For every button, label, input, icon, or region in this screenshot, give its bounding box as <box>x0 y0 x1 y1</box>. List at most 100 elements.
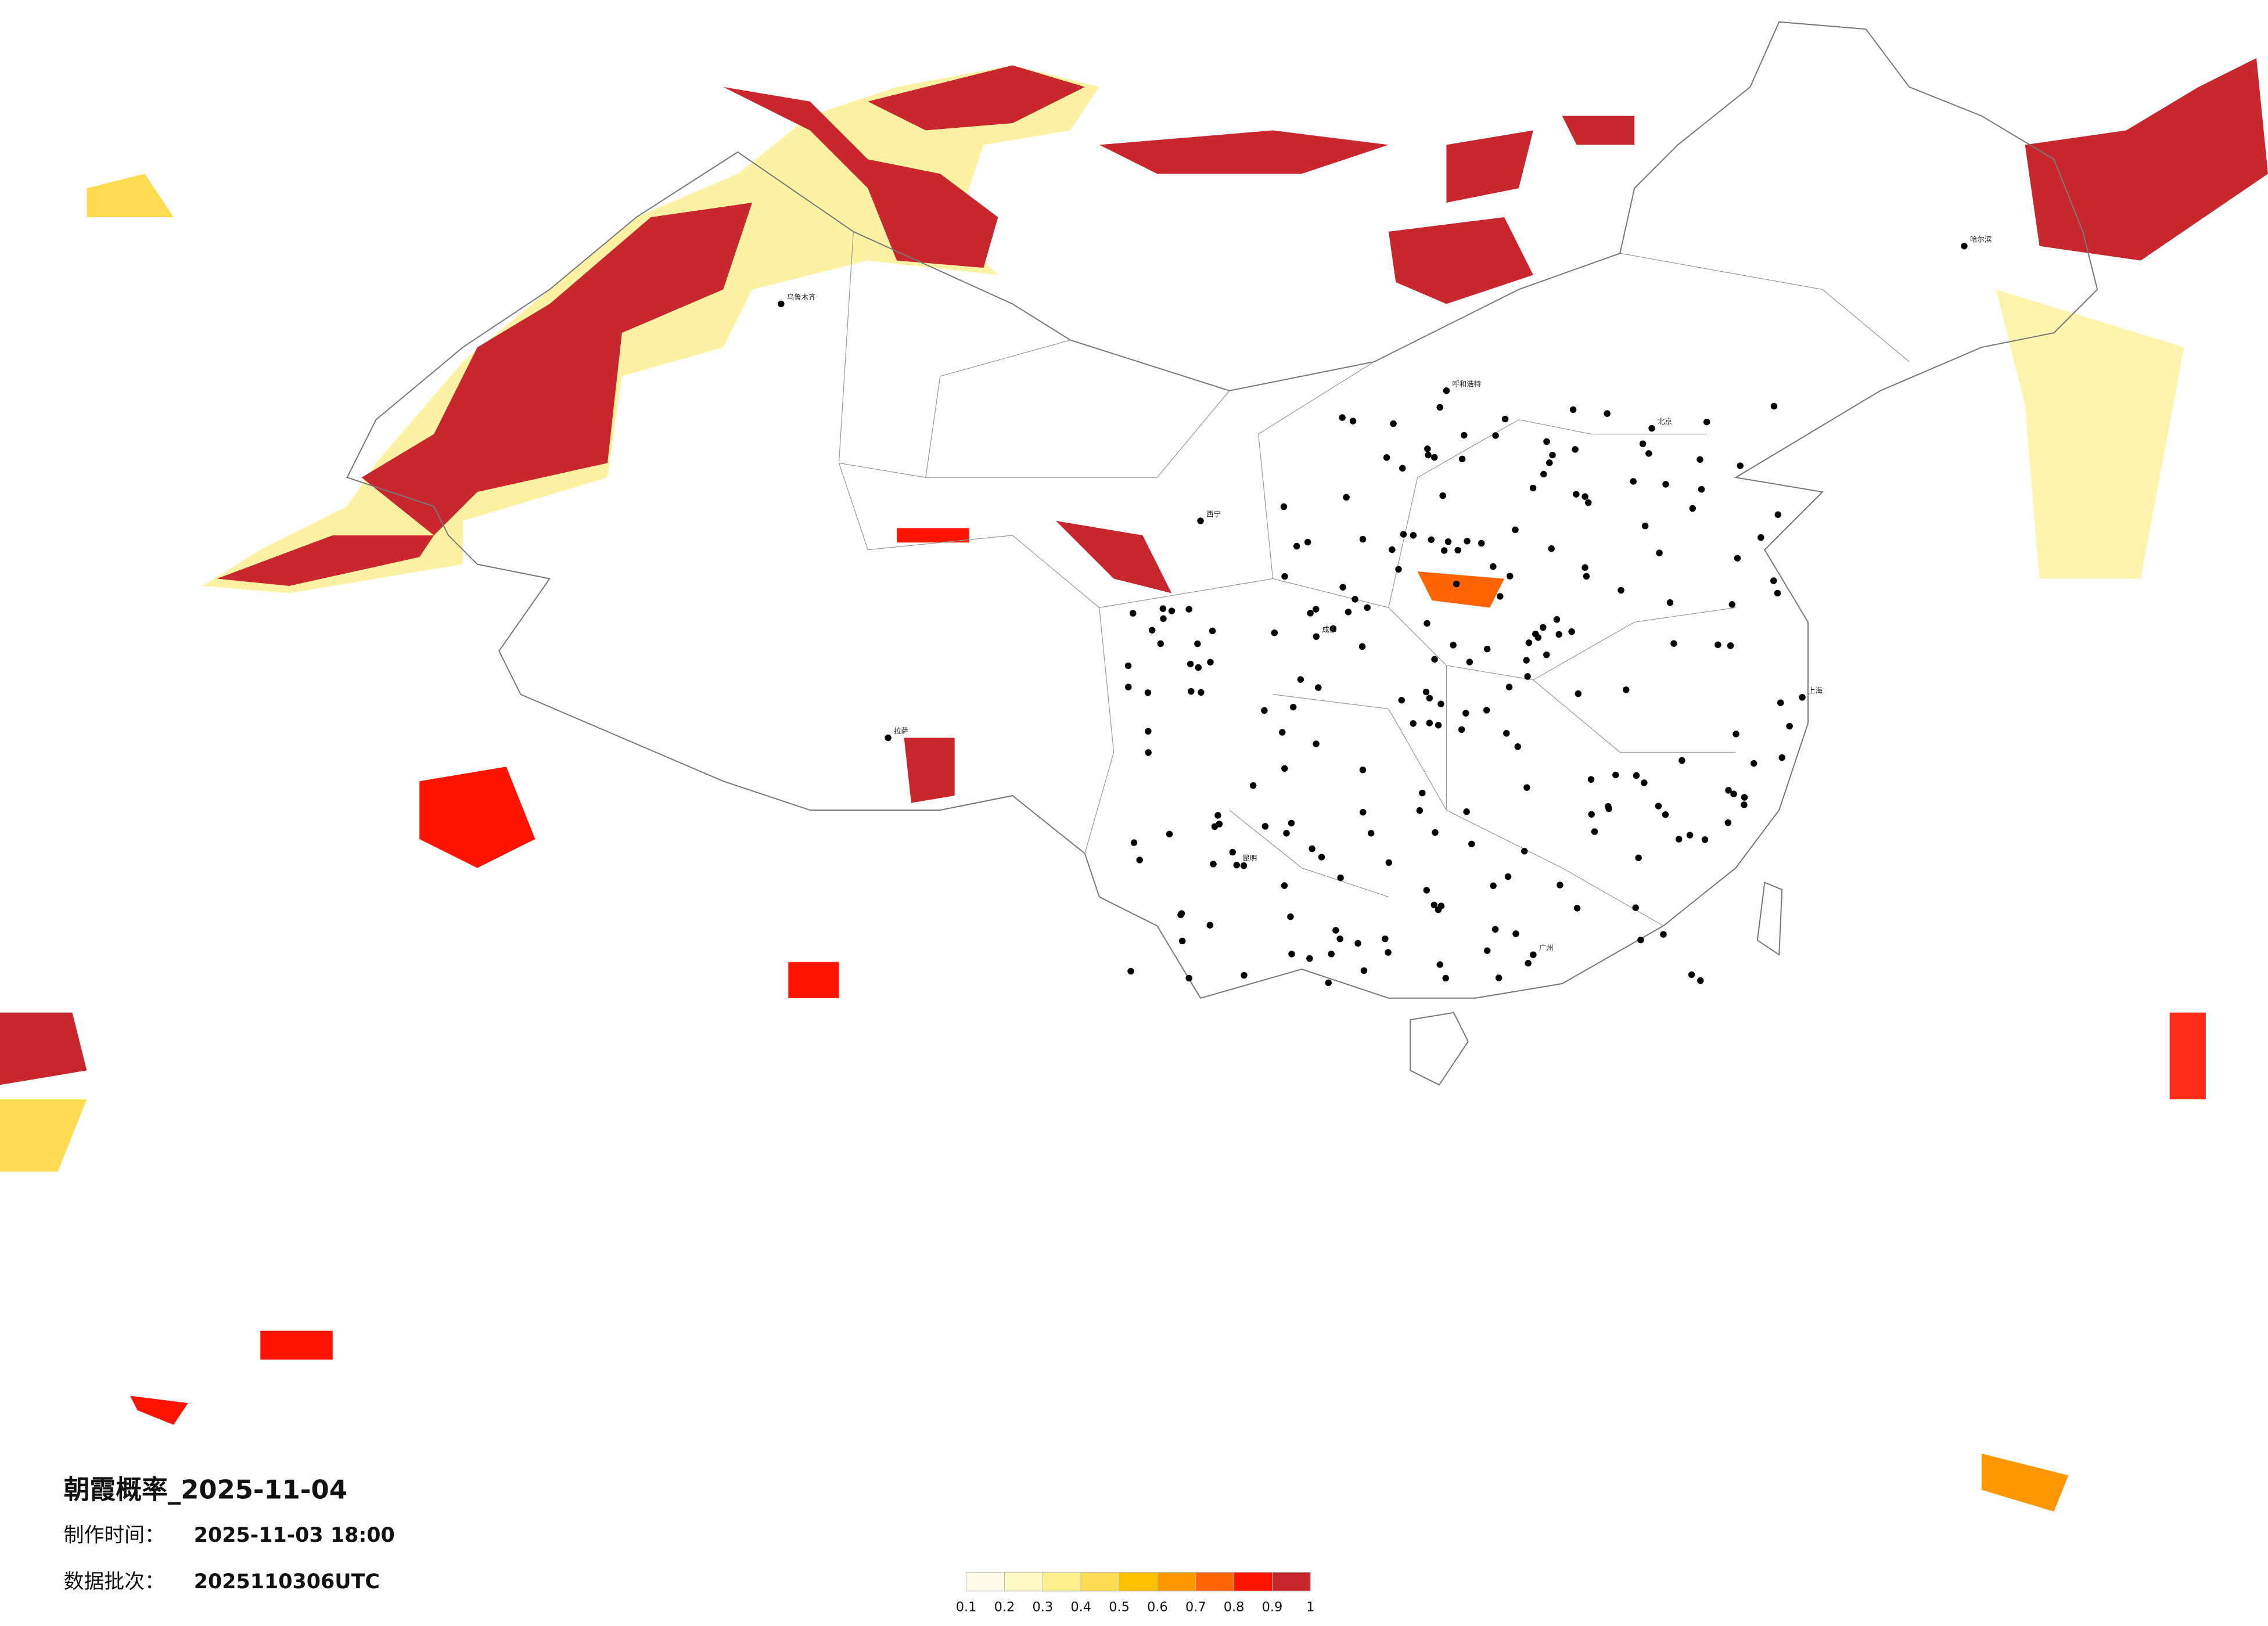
city-dot <box>1337 874 1344 882</box>
city-dot <box>1297 676 1304 683</box>
colorbar-tick-label: 0.1 <box>956 1600 977 1615</box>
city-dot <box>1689 505 1696 512</box>
city-dot <box>1385 859 1393 866</box>
city-dot <box>1961 243 1968 250</box>
city-dot <box>1442 974 1449 982</box>
city-dot <box>1197 517 1204 524</box>
city-dot <box>1774 589 1781 597</box>
colorbar-tick-label: 0.4 <box>1070 1600 1091 1615</box>
city-dot <box>1605 803 1612 810</box>
city-dot <box>1633 772 1640 779</box>
city-dot <box>1453 580 1460 588</box>
city-dot <box>1410 532 1417 539</box>
city-dot <box>1686 832 1694 839</box>
city-label: 上海 <box>1808 686 1823 695</box>
city-dot <box>1281 882 1288 889</box>
city-label: 成都 <box>1322 625 1336 634</box>
city-dot <box>1444 538 1452 545</box>
city-dot <box>1641 522 1649 530</box>
city-dot <box>1639 440 1647 447</box>
city-dot <box>1725 787 1732 794</box>
production-time-label: 制作时间： <box>64 1524 165 1547</box>
city-dot <box>1440 547 1448 554</box>
city-dot <box>1461 431 1468 439</box>
city-dot <box>1612 771 1619 779</box>
city-dot <box>1148 627 1156 634</box>
city-dot <box>1727 642 1734 649</box>
city-dot <box>1618 587 1624 594</box>
city-dot <box>1144 689 1152 696</box>
city-dot <box>1543 438 1550 445</box>
colorbar-box <box>1157 1571 1196 1592</box>
city-dot <box>1525 960 1532 967</box>
city-dot <box>1553 616 1561 623</box>
city-dot <box>1778 754 1785 761</box>
city-dot <box>1741 801 1748 808</box>
city-dot <box>1178 937 1186 945</box>
city-dot <box>1730 790 1737 797</box>
city-dot <box>1271 629 1278 636</box>
city-dot <box>1503 730 1510 737</box>
city-dot <box>1585 499 1592 506</box>
city-dot <box>1497 593 1504 600</box>
city-dot <box>1307 610 1314 617</box>
city-dot <box>1575 690 1582 697</box>
city-dot <box>1492 432 1499 439</box>
city-dot <box>1426 720 1433 726</box>
city-dot <box>1582 493 1588 500</box>
city-dot <box>1216 821 1223 828</box>
city-dot <box>1382 935 1389 942</box>
city-dot <box>1464 538 1471 545</box>
city-dot <box>1395 566 1402 573</box>
city-dot <box>1339 414 1346 421</box>
colorbar-box <box>966 1571 1005 1592</box>
city-dot <box>1385 949 1392 956</box>
city-dot <box>1159 605 1167 612</box>
production-time-value: 2025-11-03 18:00 <box>194 1524 395 1547</box>
city-dot <box>1637 936 1644 944</box>
china-outline <box>346 21 2098 1086</box>
city-dot <box>1437 700 1444 707</box>
city-dot <box>1195 664 1202 671</box>
city-dot <box>1666 599 1674 606</box>
city-dot <box>1660 931 1667 938</box>
city-dot <box>1145 749 1152 756</box>
probability-background <box>0 57 2268 1512</box>
city-dot <box>1332 927 1339 934</box>
city-dot <box>1432 829 1439 836</box>
city-dot <box>1529 484 1537 492</box>
city-dot <box>1572 446 1579 453</box>
city-dot <box>1157 640 1164 647</box>
city-dot <box>1185 606 1192 613</box>
city-dot <box>1483 947 1491 954</box>
city-dot <box>1662 811 1669 818</box>
city-dot <box>1399 465 1406 472</box>
city-dot <box>1289 703 1297 711</box>
colorbar-tick-label: 0.8 <box>1224 1600 1245 1615</box>
city-dot <box>1130 610 1137 617</box>
city-dot <box>1741 794 1748 801</box>
city-dot <box>1728 601 1736 608</box>
city-dot <box>1770 402 1778 410</box>
city-dot <box>1734 555 1741 562</box>
colorbar-box <box>1080 1571 1120 1592</box>
map-title: 朝霞概率_2025-11-04 <box>64 1474 347 1505</box>
city-dot <box>1329 625 1337 632</box>
colorbar-tick-label: 0.7 <box>1185 1600 1206 1615</box>
city-dot <box>1358 643 1366 650</box>
city-label: 昆明 <box>1242 854 1257 862</box>
city-dot <box>1325 979 1332 987</box>
city-label: 拉萨 <box>894 726 908 735</box>
city-dot <box>778 300 785 308</box>
colorbar-tick-label: 0.9 <box>1262 1600 1283 1615</box>
city-dot <box>1240 862 1248 869</box>
city-label: 北京 <box>1658 417 1672 426</box>
city-dot <box>1166 830 1173 838</box>
city-dot <box>1521 848 1528 855</box>
city-dot <box>1136 857 1143 864</box>
colorbar-tick-label: 0.3 <box>1033 1600 1054 1615</box>
city-dot <box>1532 630 1539 638</box>
city-dot <box>1591 828 1598 835</box>
